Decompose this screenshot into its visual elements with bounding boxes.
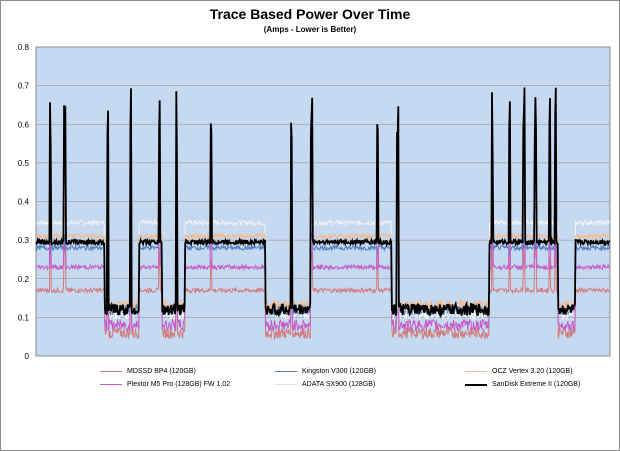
y-tick-label: 0.3: [18, 236, 30, 245]
chart-subtitle: (Amps - Lower is Better): [263, 25, 357, 34]
y-axis-ticks: 0 0.1 0.2 0.3 0.4 0.5 0.6 0.7 0.8: [18, 43, 30, 361]
y-tick-label: 0.8: [18, 43, 30, 52]
y-tick-label: 0.6: [18, 120, 30, 129]
chart-title: Trace Based Power Over Time: [209, 6, 411, 22]
y-tick-label: 0.7: [18, 82, 30, 91]
y-tick-label: 0.4: [18, 198, 30, 207]
series-line-0: [35, 240, 611, 341]
y-tick-label: 0.5: [18, 159, 30, 168]
series-line-5: [35, 87, 611, 319]
y-tick-label: 0.2: [18, 275, 30, 284]
y-tick-label: 0.1: [18, 313, 30, 322]
y-tick-label: 0: [25, 352, 30, 361]
series-line-3: [35, 155, 611, 333]
series-lines: [35, 87, 611, 341]
